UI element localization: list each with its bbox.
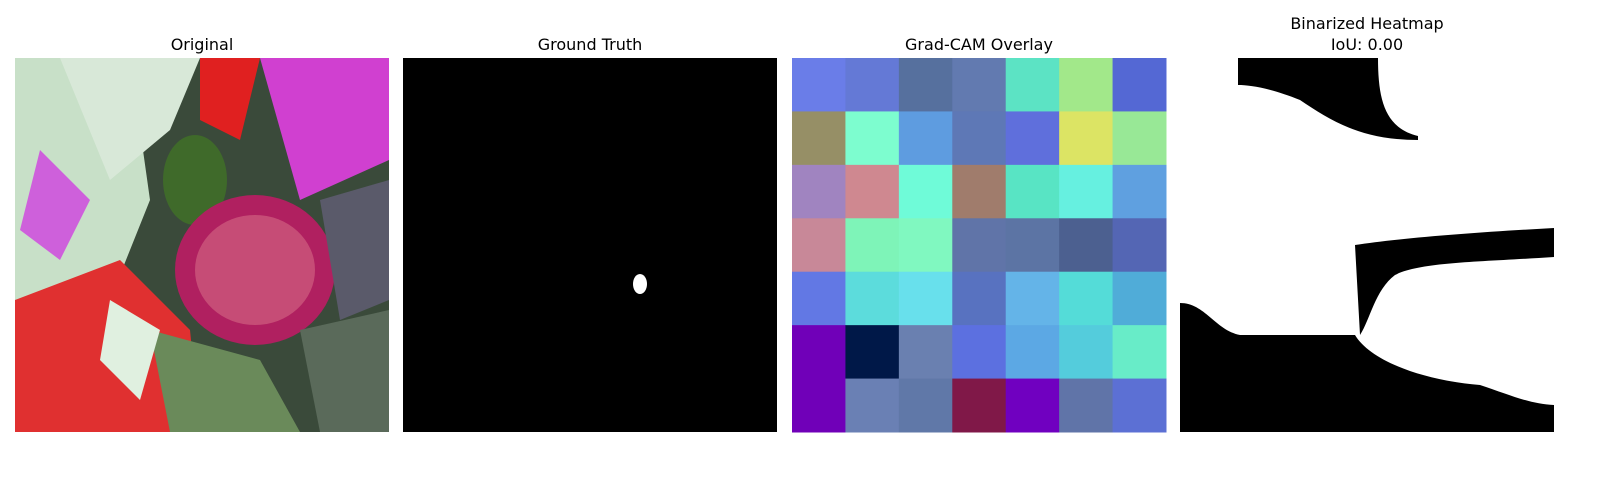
ground-truth-mask	[403, 58, 777, 432]
cam-cell	[792, 218, 846, 273]
cam-cell	[952, 58, 1007, 112]
cam-cell	[845, 111, 900, 166]
cam-cell	[898, 58, 953, 112]
cam-cell	[845, 325, 900, 380]
cam-cell	[898, 325, 953, 380]
cam-cell	[1005, 111, 1060, 166]
cam-cell	[1005, 378, 1060, 433]
mask-blob	[633, 274, 647, 294]
cam-cell	[952, 325, 1007, 380]
panel-title: Ground Truth	[538, 35, 643, 54]
cam-cell	[845, 378, 900, 433]
cam-cell	[898, 378, 953, 433]
cam-cell	[898, 164, 953, 219]
cam-cell	[1059, 164, 1114, 219]
panel-title: Original	[171, 35, 234, 54]
original-image	[15, 58, 389, 432]
cam-cell	[1059, 58, 1114, 112]
cam-cell	[1112, 111, 1167, 166]
cam-cell	[1112, 218, 1167, 273]
cam-cell	[792, 111, 846, 166]
cam-cell	[792, 325, 846, 380]
panel-title: Binarized Heatmap	[1290, 14, 1443, 33]
cam-cell	[1112, 58, 1167, 112]
cam-cell	[845, 164, 900, 219]
cam-cell	[952, 218, 1007, 273]
cam-cell	[952, 271, 1007, 326]
cam-cell	[792, 271, 846, 326]
cam-cell	[1059, 218, 1114, 273]
cam-cell	[1005, 58, 1060, 112]
cam-cell	[792, 378, 846, 433]
cam-cell	[1059, 325, 1114, 380]
panel-subtitle: IoU: 0.00	[1331, 35, 1403, 54]
gradcam-grid	[792, 58, 1167, 433]
cam-cell	[845, 58, 900, 112]
cam-cell	[1005, 325, 1060, 380]
cam-cell	[898, 218, 953, 273]
cam-cell	[792, 164, 846, 219]
cam-cell	[1005, 164, 1060, 219]
cam-cell	[1005, 218, 1060, 273]
cam-cell	[1059, 111, 1114, 166]
cam-cell	[1112, 378, 1167, 433]
cam-cell	[1112, 325, 1167, 380]
cam-cell	[898, 271, 953, 326]
binarized-heatmap	[1180, 58, 1554, 432]
cam-cell	[1059, 378, 1114, 433]
cam-cell	[1112, 164, 1167, 219]
cam-cell	[1059, 271, 1114, 326]
cam-cell	[952, 378, 1007, 433]
cam-cell	[898, 111, 953, 166]
panel-title: Grad-CAM Overlay	[905, 35, 1053, 54]
cam-cell	[952, 164, 1007, 219]
cam-cell	[845, 271, 900, 326]
cam-cell	[845, 218, 900, 273]
cam-cell	[1112, 271, 1167, 326]
cam-cell	[952, 111, 1007, 166]
cam-cell	[1005, 271, 1060, 326]
cam-cell	[792, 58, 846, 112]
